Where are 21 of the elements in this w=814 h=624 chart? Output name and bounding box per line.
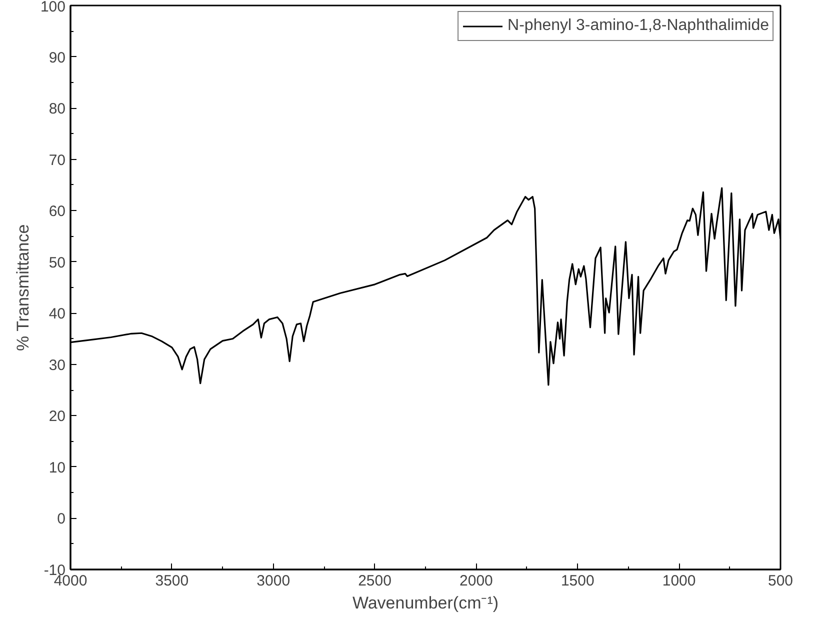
legend-label: N-phenyl 3-amino-1,8-Naphthalimide <box>508 17 769 35</box>
y-axis-title: % Transmittance <box>13 224 32 351</box>
y-tick-label: 20 <box>48 408 66 426</box>
x-tick-label: 3000 <box>256 572 290 590</box>
x-tick-label: 1000 <box>662 572 696 590</box>
y-tick-label: 0 <box>57 510 66 528</box>
x-tick-label: 500 <box>768 572 794 590</box>
y-tick-label: 90 <box>48 49 66 66</box>
y-tick-label: 80 <box>48 100 66 118</box>
y-tick-label: 30 <box>48 356 66 374</box>
x-tick-label: 1500 <box>560 572 594 590</box>
y-tick-label: 70 <box>48 152 66 169</box>
x-tick-label: 2000 <box>460 572 493 590</box>
x-axis-title: Wavenumber(cm⁻¹) <box>352 594 499 612</box>
y-tick-label: 40 <box>48 306 66 323</box>
x-tick-label: 2500 <box>358 572 392 590</box>
y-tick-label: 50 <box>48 254 66 272</box>
y-tick-label: 10 <box>48 459 66 476</box>
y-tick-label: 100 <box>40 0 66 16</box>
x-tick-label: 3500 <box>155 572 189 590</box>
y-tick-label: 60 <box>48 203 66 220</box>
